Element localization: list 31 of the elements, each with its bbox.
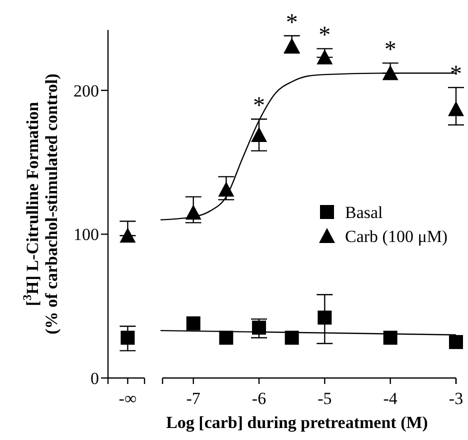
x-axis-title: Log [carb] during pretreatment (M) xyxy=(166,413,428,432)
y-tick-label: 100 xyxy=(74,225,99,244)
x-tick-label: -4 xyxy=(383,389,398,408)
point xyxy=(120,228,136,243)
annotation: * xyxy=(450,62,462,88)
point xyxy=(186,316,200,330)
point xyxy=(316,49,333,64)
point xyxy=(284,330,299,345)
y-tick-label: 0 xyxy=(90,368,99,388)
point xyxy=(218,182,234,197)
point xyxy=(252,320,266,335)
y-tick-label: 200 xyxy=(74,81,99,100)
annotation: * xyxy=(318,22,331,49)
annotation: * xyxy=(253,93,266,120)
x-tick-label: -6 xyxy=(252,389,266,408)
point xyxy=(219,330,234,345)
x-tick-label: -7 xyxy=(186,389,201,408)
legend-label: Carb (100 μM) xyxy=(345,226,448,246)
point xyxy=(382,65,398,80)
x-tick-label: -∞ xyxy=(118,389,137,408)
point xyxy=(449,335,463,350)
annotation: * xyxy=(384,37,396,64)
point xyxy=(318,310,332,325)
point xyxy=(120,330,135,345)
point xyxy=(383,330,398,345)
x-tick-label: -5 xyxy=(318,389,332,408)
legend-label: Basal xyxy=(345,202,384,222)
point xyxy=(251,126,268,142)
x-tick-label: -3 xyxy=(448,389,464,408)
annotation: * xyxy=(286,10,298,36)
point xyxy=(448,101,464,116)
